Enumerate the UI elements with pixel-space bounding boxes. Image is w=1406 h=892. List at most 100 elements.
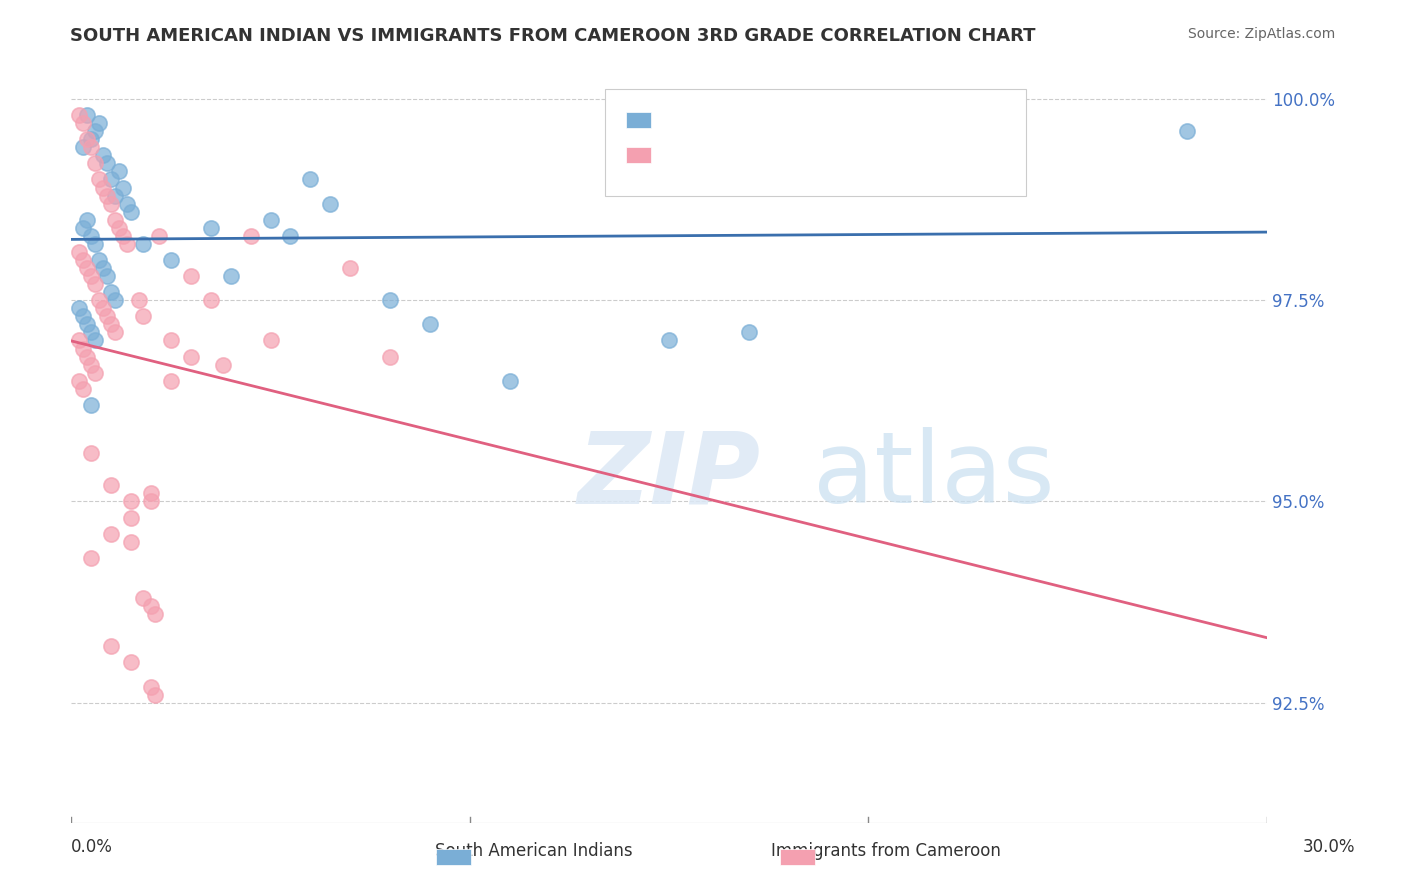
Point bbox=[80, 326, 103, 340]
Point bbox=[120, 494, 142, 508]
Point bbox=[104, 212, 127, 227]
Point bbox=[200, 293, 222, 308]
Point bbox=[80, 269, 103, 284]
Point bbox=[67, 244, 90, 259]
Point bbox=[89, 252, 111, 267]
Point bbox=[498, 374, 520, 388]
Point bbox=[100, 640, 122, 654]
Point bbox=[339, 260, 361, 275]
Point bbox=[76, 108, 98, 122]
Point bbox=[80, 398, 103, 412]
Point bbox=[84, 366, 107, 380]
Point bbox=[108, 164, 131, 178]
Text: atlas: atlas bbox=[813, 427, 1054, 524]
Point bbox=[67, 301, 90, 316]
Point bbox=[378, 350, 401, 364]
Point bbox=[67, 334, 90, 348]
Point bbox=[72, 140, 94, 154]
Point bbox=[76, 318, 98, 332]
Point bbox=[80, 228, 103, 243]
Point bbox=[76, 212, 98, 227]
Point bbox=[120, 204, 142, 219]
Point bbox=[104, 326, 127, 340]
Point bbox=[112, 180, 135, 194]
Point bbox=[100, 478, 122, 492]
Text: R = 0.526    N = 43: R = 0.526 N = 43 bbox=[626, 112, 799, 129]
Point bbox=[120, 510, 142, 524]
Text: 30.0%: 30.0% bbox=[1302, 838, 1355, 855]
Point bbox=[76, 260, 98, 275]
Text: SOUTH AMERICAN INDIAN VS IMMIGRANTS FROM CAMEROON 3RD GRADE CORRELATION CHART: SOUTH AMERICAN INDIAN VS IMMIGRANTS FROM… bbox=[70, 27, 1036, 45]
Point bbox=[128, 293, 150, 308]
Point bbox=[180, 350, 202, 364]
Point bbox=[738, 326, 761, 340]
Point bbox=[200, 220, 222, 235]
Point bbox=[76, 350, 98, 364]
Point bbox=[104, 188, 127, 202]
Point bbox=[120, 534, 142, 549]
Point bbox=[143, 688, 166, 702]
Point bbox=[239, 228, 262, 243]
Point bbox=[72, 382, 94, 396]
Point bbox=[419, 318, 441, 332]
Point bbox=[160, 334, 183, 348]
Point bbox=[658, 334, 681, 348]
Point bbox=[139, 494, 162, 508]
Point bbox=[84, 156, 107, 170]
Point bbox=[89, 116, 111, 130]
Point bbox=[72, 220, 94, 235]
Point bbox=[132, 591, 155, 605]
Point bbox=[84, 277, 107, 292]
Point bbox=[148, 228, 170, 243]
Point bbox=[96, 310, 118, 324]
Point bbox=[160, 252, 183, 267]
Point bbox=[211, 358, 233, 372]
Point bbox=[104, 293, 127, 308]
Point bbox=[91, 301, 114, 316]
Point bbox=[67, 108, 90, 122]
Point bbox=[80, 446, 103, 460]
Point bbox=[280, 228, 302, 243]
Point bbox=[89, 172, 111, 186]
Point bbox=[89, 293, 111, 308]
Point bbox=[115, 236, 138, 251]
Point bbox=[80, 132, 103, 146]
Point bbox=[100, 196, 122, 211]
Point bbox=[115, 196, 138, 211]
Text: 0.0%: 0.0% bbox=[70, 838, 112, 855]
Point bbox=[72, 342, 94, 356]
Point bbox=[219, 269, 242, 284]
Point bbox=[120, 656, 142, 670]
Point bbox=[100, 318, 122, 332]
Point bbox=[72, 252, 94, 267]
Point bbox=[91, 148, 114, 162]
Point bbox=[132, 236, 155, 251]
Point bbox=[139, 680, 162, 694]
Point bbox=[84, 334, 107, 348]
Point bbox=[72, 310, 94, 324]
Point bbox=[936, 116, 959, 130]
Point bbox=[299, 172, 322, 186]
Point bbox=[1175, 124, 1198, 138]
Text: R = 0.280    N = 58: R = 0.280 N = 58 bbox=[626, 147, 799, 165]
Point bbox=[100, 172, 122, 186]
Text: Immigrants from Cameroon: Immigrants from Cameroon bbox=[770, 842, 1001, 860]
Point bbox=[72, 116, 94, 130]
Point bbox=[319, 196, 342, 211]
Point bbox=[160, 374, 183, 388]
Point bbox=[80, 358, 103, 372]
Point bbox=[180, 269, 202, 284]
Point bbox=[259, 212, 281, 227]
Point bbox=[80, 140, 103, 154]
Point bbox=[139, 486, 162, 500]
Point bbox=[100, 285, 122, 300]
Point bbox=[96, 188, 118, 202]
Point bbox=[108, 220, 131, 235]
Point bbox=[96, 156, 118, 170]
Point bbox=[76, 132, 98, 146]
Text: ZIP: ZIP bbox=[578, 427, 761, 524]
Point bbox=[67, 374, 90, 388]
Text: South American Indians: South American Indians bbox=[436, 842, 633, 860]
Point bbox=[112, 228, 135, 243]
Point bbox=[84, 236, 107, 251]
